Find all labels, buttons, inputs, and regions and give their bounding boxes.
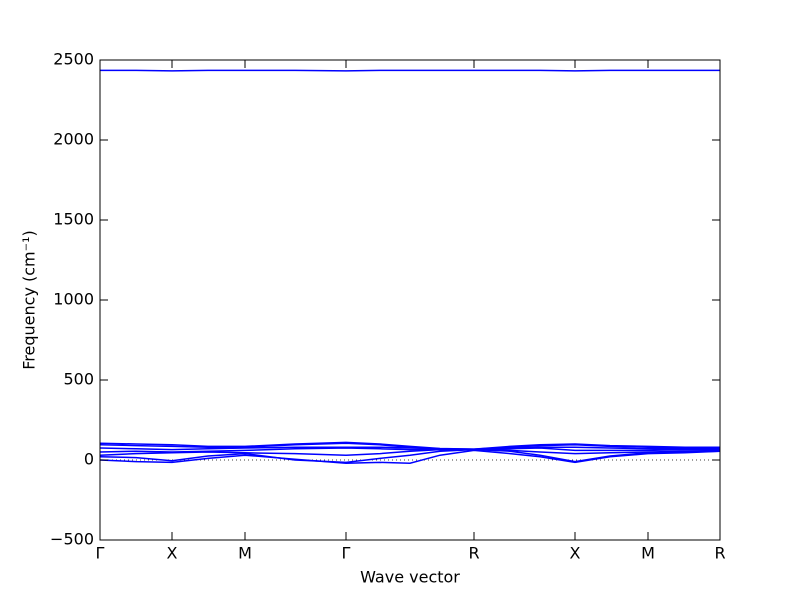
band-line	[99, 448, 721, 456]
band-line	[99, 441, 720, 450]
x-tick-label: Γ	[342, 544, 351, 563]
band-line	[99, 449, 721, 464]
y-tick-label: 2500	[53, 50, 94, 69]
y-tick-label: 0	[84, 450, 94, 469]
y-tick-label: 2000	[53, 130, 94, 149]
x-tick-label: M	[238, 544, 252, 563]
plot-frame	[99, 59, 721, 541]
x-axis-label: Wave vector	[360, 568, 460, 587]
y-tick-label: 500	[63, 370, 94, 389]
y-tick-label: −500	[50, 530, 94, 549]
y-tick-label: 1500	[53, 210, 94, 229]
x-tick-label: R	[714, 544, 725, 563]
x-tick-label: X	[167, 544, 178, 563]
x-tick-label: R	[468, 544, 479, 563]
x-tick-label: X	[570, 544, 581, 563]
band-line	[99, 447, 720, 453]
x-tick-label: M	[641, 544, 655, 563]
band-line	[99, 448, 721, 464]
y-tick-label: 1000	[53, 290, 94, 309]
y-axis-label: Frequency (cm⁻¹)	[20, 230, 39, 369]
x-tick-label: Γ	[96, 544, 105, 563]
